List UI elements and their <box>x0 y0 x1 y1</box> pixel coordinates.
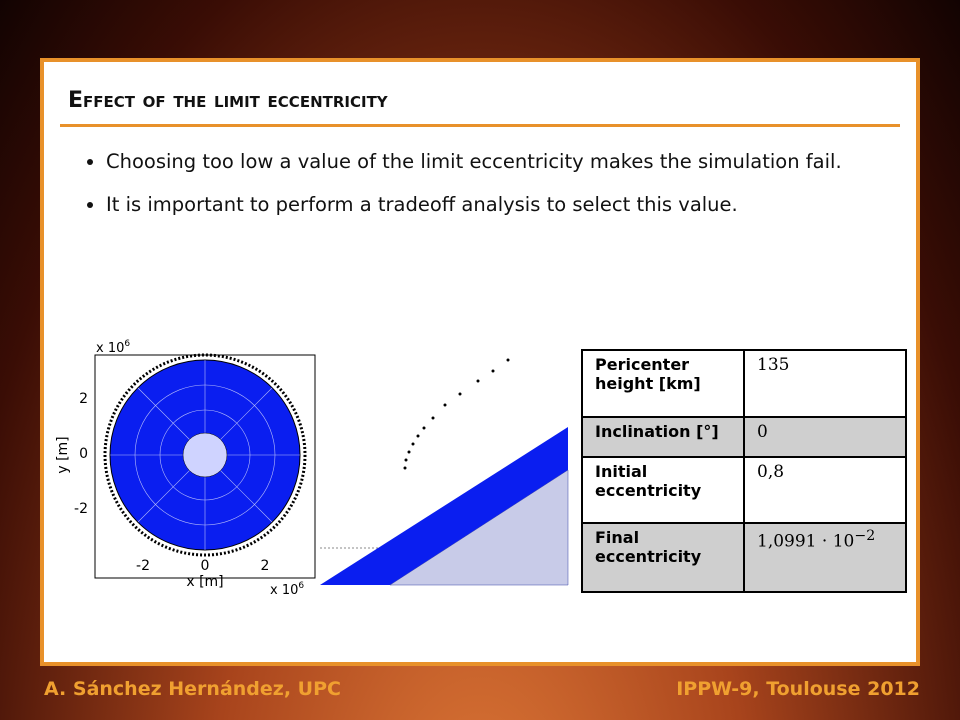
row-value: 0 <box>743 416 907 458</box>
x-tick-label: -2 <box>136 558 150 574</box>
parameter-table: Pericenter height [km] 135 Inclination [°… <box>581 349 907 593</box>
bullet: Choosing too low a value of the limit ec… <box>106 140 926 183</box>
slide-title: Effect of the limit eccentricity <box>68 88 388 113</box>
footer-left: A. Sánchez Hernández, UPC <box>44 678 341 700</box>
slide-panel: Effect of the limit eccentricity Choosin… <box>40 58 920 666</box>
y-tick-label: 2 <box>79 391 88 407</box>
y-tick-label: 0 <box>79 446 88 462</box>
x-tick-label: 2 <box>261 558 270 574</box>
row-label: Pericenter height [km] <box>581 349 745 418</box>
planet <box>182 432 228 478</box>
footer-right: IPPW-9, Toulouse 2012 <box>676 678 920 700</box>
bullet-list: Choosing too low a value of the limit ec… <box>66 140 926 226</box>
scale-label: x 106 <box>96 339 130 356</box>
scale-label: x 106 <box>270 581 304 598</box>
row-value: 1,0991 · 10−2 <box>743 522 907 593</box>
zoom-hatch <box>389 469 569 586</box>
row-value: 135 <box>743 349 907 418</box>
x-tick-label: 0 <box>201 558 210 574</box>
row-label: Initial eccentricity <box>581 456 745 524</box>
x-axis-label: x [m] <box>186 574 223 590</box>
row-value: 0,8 <box>743 456 907 524</box>
exponent: −2 <box>854 528 876 544</box>
row-label: Inclination [°] <box>581 416 745 458</box>
y-tick-label: -2 <box>74 501 88 517</box>
zoom-band <box>320 427 568 585</box>
bullet: It is important to perform a tradeoff an… <box>106 183 926 226</box>
y-axis-label: y [m] <box>55 436 71 473</box>
row-label: Final eccentricity <box>581 522 745 593</box>
mantissa: 1,0991 · 10 <box>757 531 855 552</box>
zoom-dots <box>403 358 510 470</box>
orbit-dots <box>103 353 307 557</box>
title-rule <box>60 124 900 127</box>
